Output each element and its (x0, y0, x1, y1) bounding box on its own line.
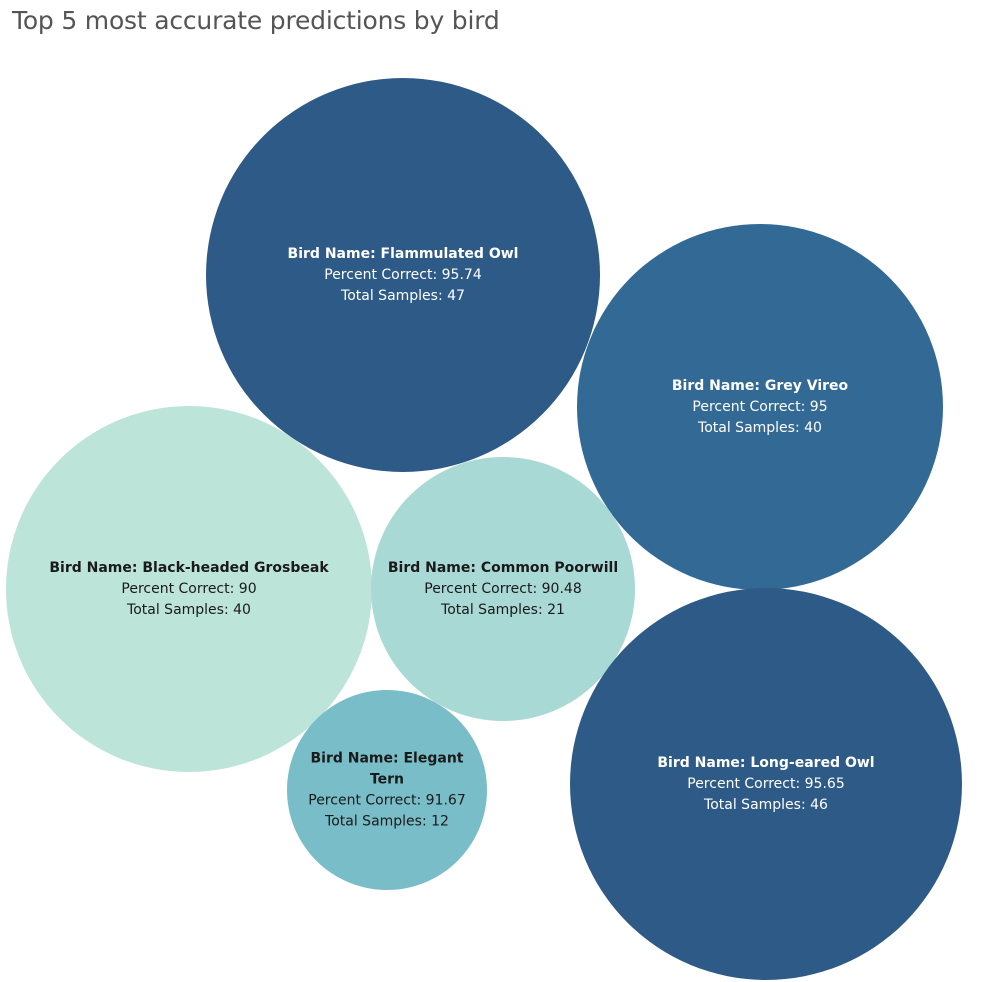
bubble-label-samples-long-eared-owl: Total Samples: 46 (703, 797, 828, 813)
bubble-label-name-black-headed-grosbeak: Bird Name: Black-headed Grosbeak (49, 560, 329, 576)
bubble-elegant-tern[interactable]: Bird Name: Elegant Tern Percent Correct: 9… (287, 690, 487, 890)
bubble-black-headed-grosbeak[interactable]: Bird Name: Black-headed Grosbeak Percent … (6, 406, 372, 772)
bubble-label-percent-elegant-tern: Percent Correct: 91.67 (308, 793, 465, 809)
bubble-flammulated-owl[interactable]: Bird Name: Flammulated Owl Percent Correc… (206, 78, 600, 472)
bubble-grey-vireo[interactable]: Bird Name: Grey Vireo Percent Correct: 95… (577, 224, 943, 590)
bubble-label-samples-grey-vireo: Total Samples: 40 (697, 420, 822, 436)
bubble-circle-long-eared-owl[interactable] (570, 588, 962, 980)
bubble-label-samples-black-headed-grosbeak: Total Samples: 40 (126, 602, 251, 618)
bubble-circle-elegant-tern[interactable] (287, 690, 487, 890)
bubble-label-name-common-poorwill: Bird Name: Common Poorwill (388, 560, 618, 576)
bubble-label-samples-common-poorwill: Total Samples: 21 (440, 602, 565, 618)
bubble-label-percent-black-headed-grosbeak: Percent Correct: 90 (121, 581, 256, 597)
bubble-label-name-long-eared-owl: Bird Name: Long-eared Owl (657, 755, 874, 771)
bubble-circle-black-headed-grosbeak[interactable] (6, 406, 372, 772)
bubble-label-percent-long-eared-owl: Percent Correct: 95.65 (687, 776, 844, 792)
bubble-label-percent-grey-vireo: Percent Correct: 95 (692, 399, 827, 415)
bubble-long-eared-owl[interactable]: Bird Name: Long-eared Owl Percent Correct… (570, 588, 962, 980)
bubble-label-name-elegant-tern: Bird Name: Elegant (311, 751, 464, 767)
bubble-common-poorwill[interactable]: Bird Name: Common Poorwill Percent Correc… (371, 457, 635, 721)
bubble-circle-flammulated-owl[interactable] (206, 78, 600, 472)
bubble-label-samples-flammulated-owl: Total Samples: 47 (340, 288, 465, 304)
bubble-circle-grey-vireo[interactable] (577, 224, 943, 590)
bubble-label-percent-common-poorwill: Percent Correct: 90.48 (424, 581, 581, 597)
bubble-label-name-grey-vireo: Bird Name: Grey Vireo (672, 378, 849, 394)
bubble-label-name-elegant-tern: Tern (370, 772, 404, 788)
chart-title: Top 5 most accurate predictions by bird (12, 6, 500, 35)
bubble-label-name-flammulated-owl: Bird Name: Flammulated Owl (288, 246, 519, 262)
bubble-label-percent-flammulated-owl: Percent Correct: 95.74 (324, 267, 482, 283)
bubble-label-samples-elegant-tern: Total Samples: 12 (324, 814, 449, 830)
bubble-circle-common-poorwill[interactable] (371, 457, 635, 721)
